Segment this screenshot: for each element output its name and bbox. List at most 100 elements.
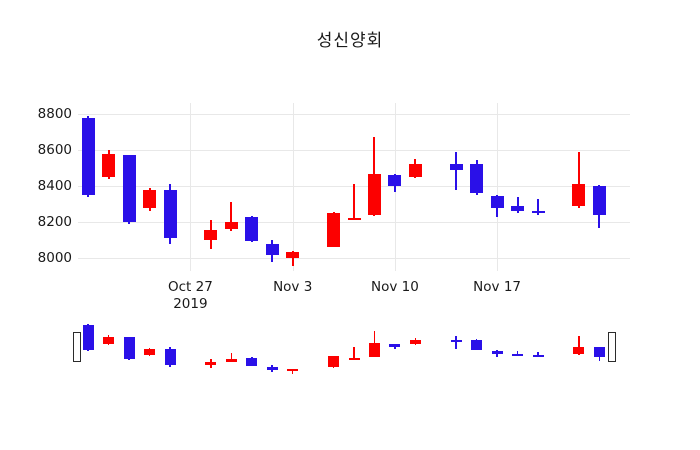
y-axis-tick-label: 8400 [37, 178, 72, 195]
candlestick[interactable] [470, 103, 484, 271]
mini-candlestick[interactable] [287, 318, 299, 380]
candlestick[interactable] [592, 103, 606, 271]
gridline-horizontal [78, 258, 630, 260]
mini-candlestick[interactable] [328, 318, 340, 380]
mini-candlestick-body [246, 357, 258, 366]
mini-candlestick[interactable] [532, 318, 544, 380]
candlestick-body [511, 206, 525, 211]
y-axis-tick-label: 8600 [37, 142, 72, 158]
candlestick-body [265, 243, 279, 255]
candlestick[interactable] [224, 103, 238, 271]
mini-candlestick-body [389, 343, 401, 348]
candlestick-body [572, 184, 586, 206]
candlestick[interactable] [163, 103, 177, 271]
y-axis-tick-label: 8000 [37, 250, 72, 267]
y-axis-tick-label: 8200 [37, 214, 72, 231]
candlestick-body [102, 153, 116, 178]
x-axis-tick-labels: Oct 27 2019 Nov 3 Nov 10 Nov 17 [78, 279, 630, 319]
candlestick-body [388, 175, 402, 187]
page-title: 성신양회 [316, 31, 384, 51]
candlestick-body [81, 117, 95, 196]
candlestick-wick [516, 196, 519, 214]
mini-candlestick[interactable] [409, 318, 421, 380]
mini-candlestick-wick [537, 351, 539, 357]
candlestick[interactable] [388, 103, 402, 271]
mini-candlestick[interactable] [164, 318, 176, 380]
candlestick-wick [353, 184, 355, 220]
candlestick[interactable] [102, 103, 116, 271]
mini-candlestick-body [205, 361, 217, 366]
mini-candlestick-body [164, 348, 176, 365]
candlestick[interactable] [572, 103, 586, 271]
mini-candlestick-body [287, 369, 299, 372]
candlestick[interactable] [122, 103, 136, 271]
candlestick[interactable] [408, 103, 422, 271]
mini-candlestick[interactable] [82, 318, 94, 380]
mini-candlestick[interactable] [573, 318, 585, 380]
mini-candlestick-body [123, 337, 135, 360]
range-handle-left[interactable] [73, 332, 81, 362]
candlestick[interactable] [81, 103, 95, 271]
candlestick[interactable] [286, 103, 300, 271]
x-axis-tick-label: Nov 3 [273, 279, 313, 295]
candlestick[interactable] [204, 103, 218, 271]
candlestick-body [245, 216, 259, 242]
mini-candlestick-body [103, 336, 115, 345]
mini-candlestick[interactable] [471, 318, 483, 380]
mini-candlestick[interactable] [225, 318, 237, 380]
candlestick[interactable] [367, 103, 381, 271]
mini-candlestick[interactable] [512, 318, 524, 380]
mini-candlestick-body [491, 350, 503, 355]
gridline-horizontal [78, 150, 630, 151]
mini-candlestick[interactable] [368, 318, 380, 380]
range-selector-strip[interactable] [73, 318, 630, 380]
candlestick[interactable] [245, 103, 259, 271]
candlestick-body [143, 189, 157, 208]
mini-candlestick[interactable] [144, 318, 156, 380]
gridline-vertical [190, 103, 192, 271]
mini-candlestick-body [348, 357, 360, 360]
candlestick-wick [455, 151, 458, 190]
mini-candlestick[interactable] [450, 318, 462, 380]
candlestick[interactable] [511, 103, 525, 271]
candlestick-body [163, 189, 177, 239]
mini-candlestick-wick [455, 336, 457, 349]
candlestick-body [592, 186, 606, 215]
candlestick[interactable] [347, 103, 361, 271]
mini-candlestick[interactable] [348, 318, 360, 380]
mini-candlestick[interactable] [103, 318, 115, 380]
candlestick-body [327, 213, 341, 247]
candlestick-body [286, 252, 300, 259]
candlestick-body [224, 222, 238, 230]
candlestick-body [490, 196, 504, 208]
mini-candlestick-wick [291, 368, 294, 374]
mini-candlestick[interactable] [246, 318, 258, 380]
mini-candlestick[interactable] [491, 318, 503, 380]
candlestick-body [204, 229, 218, 241]
mini-candlestick[interactable] [389, 318, 401, 380]
mini-candlestick-body [82, 324, 94, 351]
candlestick-body [408, 164, 422, 177]
candlestick[interactable] [327, 103, 341, 271]
mini-candlestick[interactable] [593, 318, 605, 380]
mini-candlestick[interactable] [123, 318, 135, 380]
candlestick-body [449, 164, 463, 170]
range-handle-right[interactable] [607, 332, 616, 362]
candlestick-body [367, 173, 381, 215]
candlestick[interactable] [143, 103, 157, 271]
mini-candlestick[interactable] [266, 318, 278, 380]
mini-candlestick-body [532, 355, 544, 358]
mini-candlestick-wick [516, 350, 519, 357]
candlestick[interactable] [265, 103, 279, 271]
mini-candlestick-body [225, 359, 237, 362]
candlestick-body [347, 217, 361, 220]
x-axis-tick-label: Nov 10 [370, 279, 419, 295]
candlestick[interactable] [531, 103, 545, 271]
mini-candlestick-body [328, 356, 340, 368]
price-candlestick-axes [78, 103, 630, 271]
mini-candlestick[interactable] [205, 318, 217, 380]
candlestick[interactable] [490, 103, 504, 271]
candlestick-body [122, 155, 136, 223]
candlestick[interactable] [449, 103, 463, 271]
